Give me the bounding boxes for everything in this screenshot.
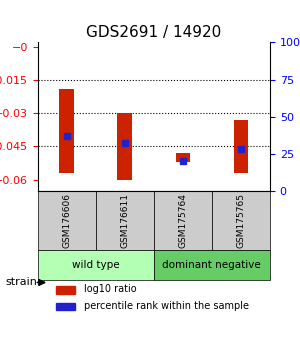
FancyBboxPatch shape [212, 190, 270, 250]
FancyBboxPatch shape [154, 190, 212, 250]
Bar [59, 89, 74, 173]
FancyBboxPatch shape [38, 250, 154, 280]
Text: GSM176606: GSM176606 [62, 193, 71, 248]
Text: strain: strain [6, 278, 38, 287]
Text: wild type: wild type [72, 260, 119, 270]
Text: GSM175764: GSM175764 [178, 193, 187, 248]
Text: percentile rank within the sample: percentile rank within the sample [84, 301, 249, 311]
Bar [117, 113, 132, 179]
FancyBboxPatch shape [38, 190, 96, 250]
Bar [234, 120, 248, 173]
Bar [56, 286, 75, 294]
Bar [176, 153, 190, 162]
FancyBboxPatch shape [96, 190, 154, 250]
Text: GSM176611: GSM176611 [120, 193, 129, 248]
Title: GDS2691 / 14920: GDS2691 / 14920 [86, 25, 221, 40]
Bar [56, 303, 75, 310]
Text: dominant negative: dominant negative [163, 260, 261, 270]
Text: GSM175765: GSM175765 [236, 193, 245, 248]
FancyBboxPatch shape [154, 250, 270, 280]
Text: log10 ratio: log10 ratio [84, 285, 136, 295]
